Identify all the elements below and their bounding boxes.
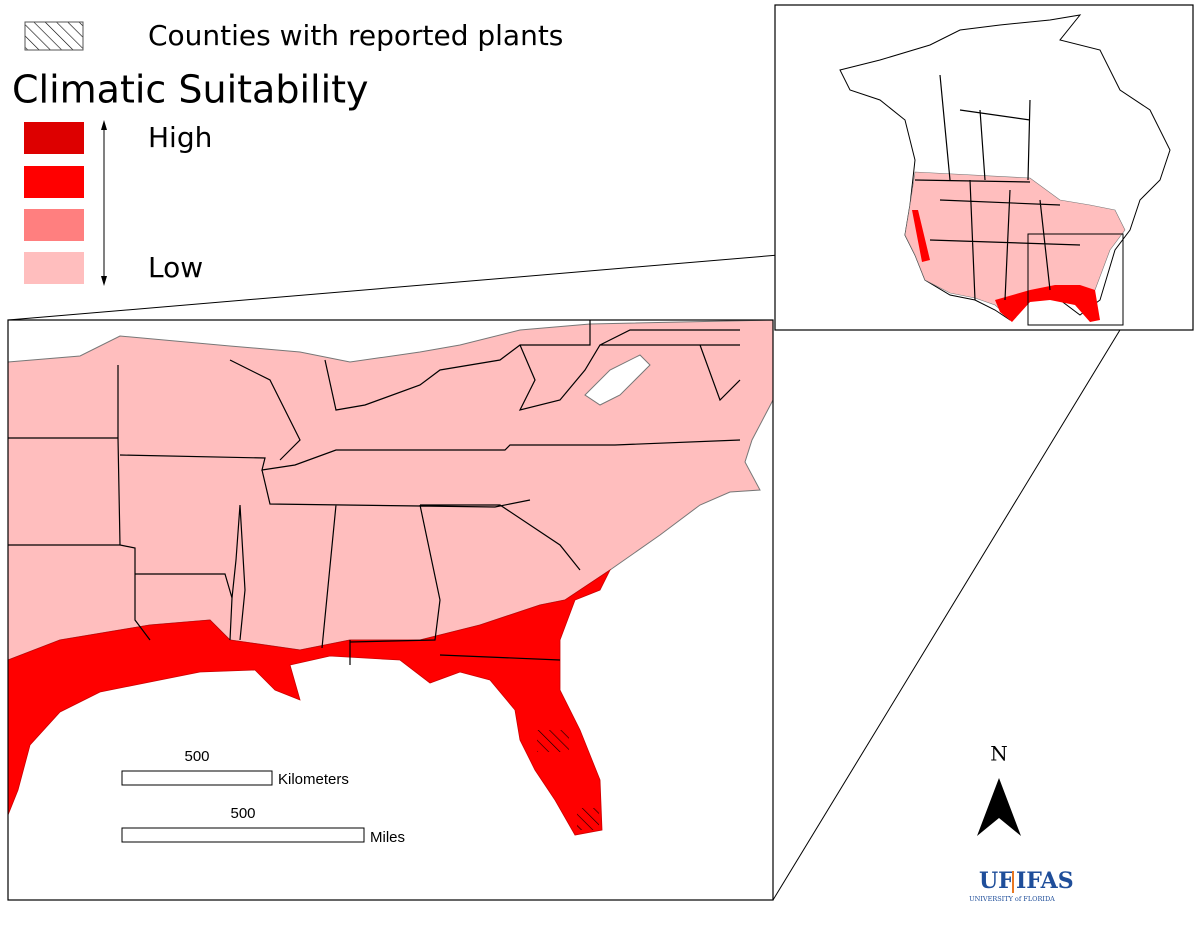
reported-county <box>537 730 569 752</box>
reported-county <box>577 808 599 830</box>
swatch <box>24 209 84 241</box>
north-arrow-shape <box>977 778 1021 836</box>
swatch <box>24 166 84 198</box>
high-suitability <box>8 568 612 836</box>
scale-value: 500 <box>184 748 209 765</box>
inset-borders <box>914 74 1081 301</box>
logo-subtitle: UNIVERSITY of FLORIDA <box>969 895 1055 903</box>
legend-low: Low <box>148 251 203 284</box>
inset-extent <box>1027 233 1124 326</box>
scale-value: 500 <box>230 805 255 822</box>
inset-high <box>912 210 1100 322</box>
swatch <box>24 122 84 154</box>
legend: Counties with reported plants Climatic S… <box>12 19 563 286</box>
logo-uf: UF <box>979 868 1014 894</box>
arrow-head <box>101 120 107 130</box>
zoom-line <box>772 324 1124 901</box>
state-borders <box>8 320 741 665</box>
logo-ifas: IFAS <box>1016 868 1074 894</box>
inset-frame <box>774 4 1194 331</box>
hatch-label: Counties with reported plants <box>148 19 563 52</box>
swatch <box>24 252 84 284</box>
legend-high: High <box>148 121 212 154</box>
arrow-head <box>101 276 107 286</box>
scale-unit: Kilometers <box>278 771 349 788</box>
main-map-frame <box>7 319 774 901</box>
scale-bar <box>121 770 273 786</box>
north-label: N <box>990 742 1008 766</box>
main-map <box>8 320 773 900</box>
scale-bar <box>121 827 365 843</box>
inset-map <box>775 5 1193 330</box>
north-arrow: N <box>977 742 1021 836</box>
logo: UF IFAS UNIVERSITY of FLORIDA <box>969 868 1073 903</box>
lake <box>584 354 651 406</box>
scale-unit: Miles <box>370 829 405 846</box>
legend-title: Climatic Suitability <box>12 68 369 112</box>
hatch-swatch <box>24 21 84 51</box>
scale-bars: 500 Kilometers 500 Miles <box>121 748 405 846</box>
